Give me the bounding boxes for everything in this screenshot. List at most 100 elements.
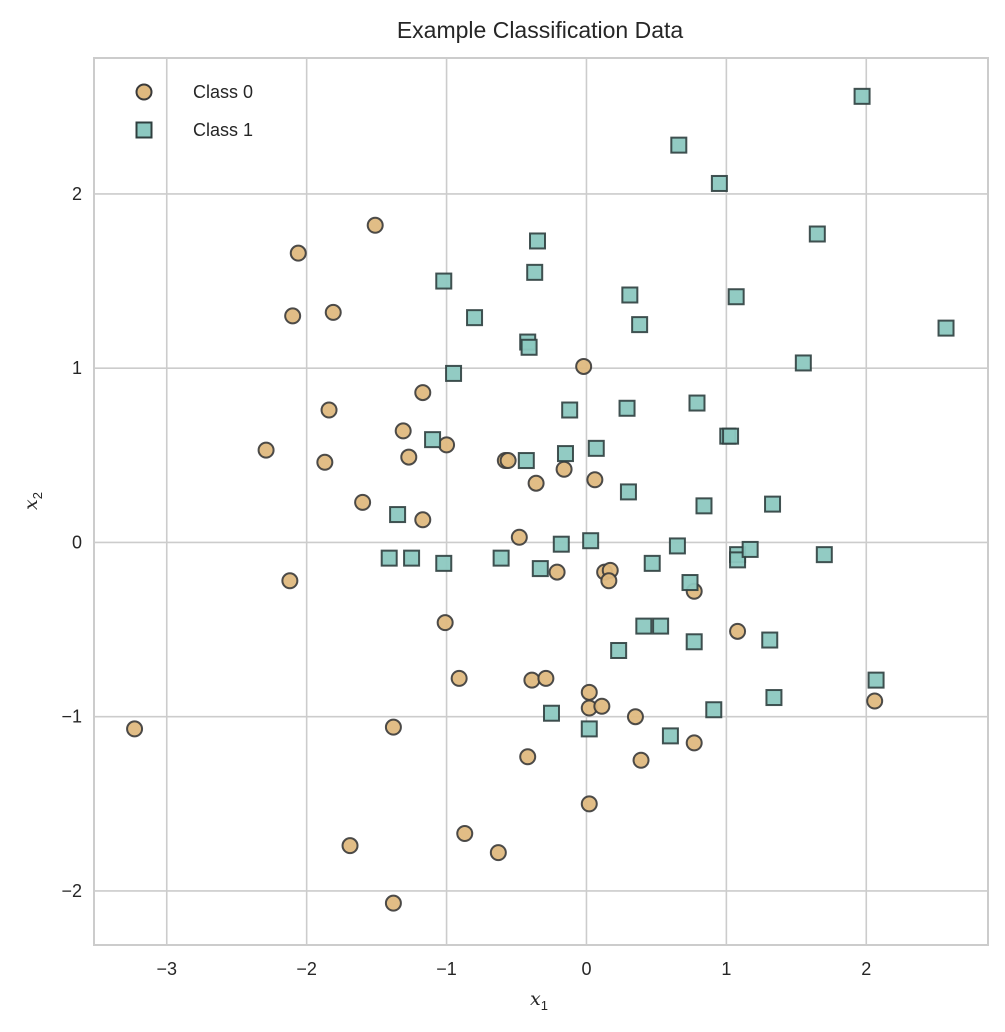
chart-title: Example Classification Data [397,17,684,43]
class-0-point [386,896,401,911]
class-1-point [796,355,811,370]
class-0-point [538,671,553,686]
legend-square-icon [137,123,152,138]
class-1-point [527,265,542,280]
x-axis-label-subscript: 1 [541,998,548,1013]
class-1-point [620,401,635,416]
class-1-point [558,446,573,461]
class-1-point [671,138,686,153]
class-0-point [368,218,383,233]
class-0-point [550,565,565,580]
y-tick-label: 0 [72,532,82,552]
class-0-point [355,495,370,510]
class-0-point [127,721,142,736]
class-1-point [723,429,738,444]
class-0-point [582,685,597,700]
class-0-point [452,671,467,686]
class-0-point [601,573,616,588]
class-1-point [632,317,647,332]
class-1-point [530,233,545,248]
class-1-point [562,403,577,418]
class-0-point [438,615,453,630]
class-0-point [576,359,591,374]
legend-circle-icon [137,85,152,100]
class-1-point [554,537,569,552]
class-0-point [557,462,572,477]
class-0-point [587,472,602,487]
class-0-point [491,845,506,860]
class-0-point [396,423,411,438]
class-1-point [467,310,482,325]
class-1-point [404,551,419,566]
class-1-point [582,721,597,736]
y-tick-label: −2 [61,881,82,901]
legend-label-class-0: Class 0 [193,82,253,102]
class-1-point [817,547,832,562]
class-1-point [494,551,509,566]
class-1-point [522,340,537,355]
class-1-point [621,484,636,499]
class-1-point [544,706,559,721]
class-1-point [645,556,660,571]
class-0-point [282,573,297,588]
class-0-point [415,385,430,400]
class-1-point [519,453,534,468]
class-0-point [439,437,454,452]
class-0-point [317,455,332,470]
class-0-point [520,749,535,764]
class-1-point [855,89,870,104]
class-0-point [594,699,609,714]
class-1-point [436,274,451,289]
y-tick-label: 2 [72,184,82,204]
class-1-point [390,507,405,522]
class-1-point [670,538,685,553]
class-1-point [687,634,702,649]
class-0-point [343,838,358,853]
class-0-point [512,530,527,545]
class-1-point [766,690,781,705]
axes-background [94,58,988,945]
class-1-point [533,561,548,576]
class-0-point [867,694,882,709]
class-0-point [259,443,274,458]
class-1-point [869,673,884,688]
legend-label-class-1: Class 1 [193,120,253,140]
class-1-point [706,702,721,717]
class-1-point [696,498,711,513]
class-0-point [582,796,597,811]
class-0-point [386,720,401,735]
class-0-point [401,450,416,465]
class-0-point [457,826,472,841]
y-axis-label-base: x [20,499,42,510]
x-tick-label: −1 [436,959,457,979]
class-1-point [622,287,637,302]
y-tick-label: 1 [72,358,82,378]
class-1-point [653,619,668,634]
class-1-point [743,542,758,557]
class-1-point [583,533,598,548]
class-1-point [425,432,440,447]
x-tick-label: −2 [296,959,317,979]
plot-area: −3 −2 −1 0 1 2 −2−1012 [61,58,988,979]
class-0-point [501,453,516,468]
class-0-point [628,709,643,724]
x-tick-label: 0 [581,959,591,979]
class-1-point [729,289,744,304]
class-0-point [687,735,702,750]
class-1-point [446,366,461,381]
class-0-point [291,246,306,261]
class-0-point [524,673,539,688]
class-0-point [285,308,300,323]
class-1-point [810,227,825,242]
class-1-point [589,441,604,456]
class-1-point [762,633,777,648]
class-1-point [436,556,451,571]
class-0-point [326,305,341,320]
x-tick-label: −3 [156,959,177,979]
class-1-point [712,176,727,191]
class-1-point [611,643,626,658]
y-tick-label: −1 [61,707,82,727]
class-1-point [636,619,651,634]
class-0-point [634,753,649,768]
